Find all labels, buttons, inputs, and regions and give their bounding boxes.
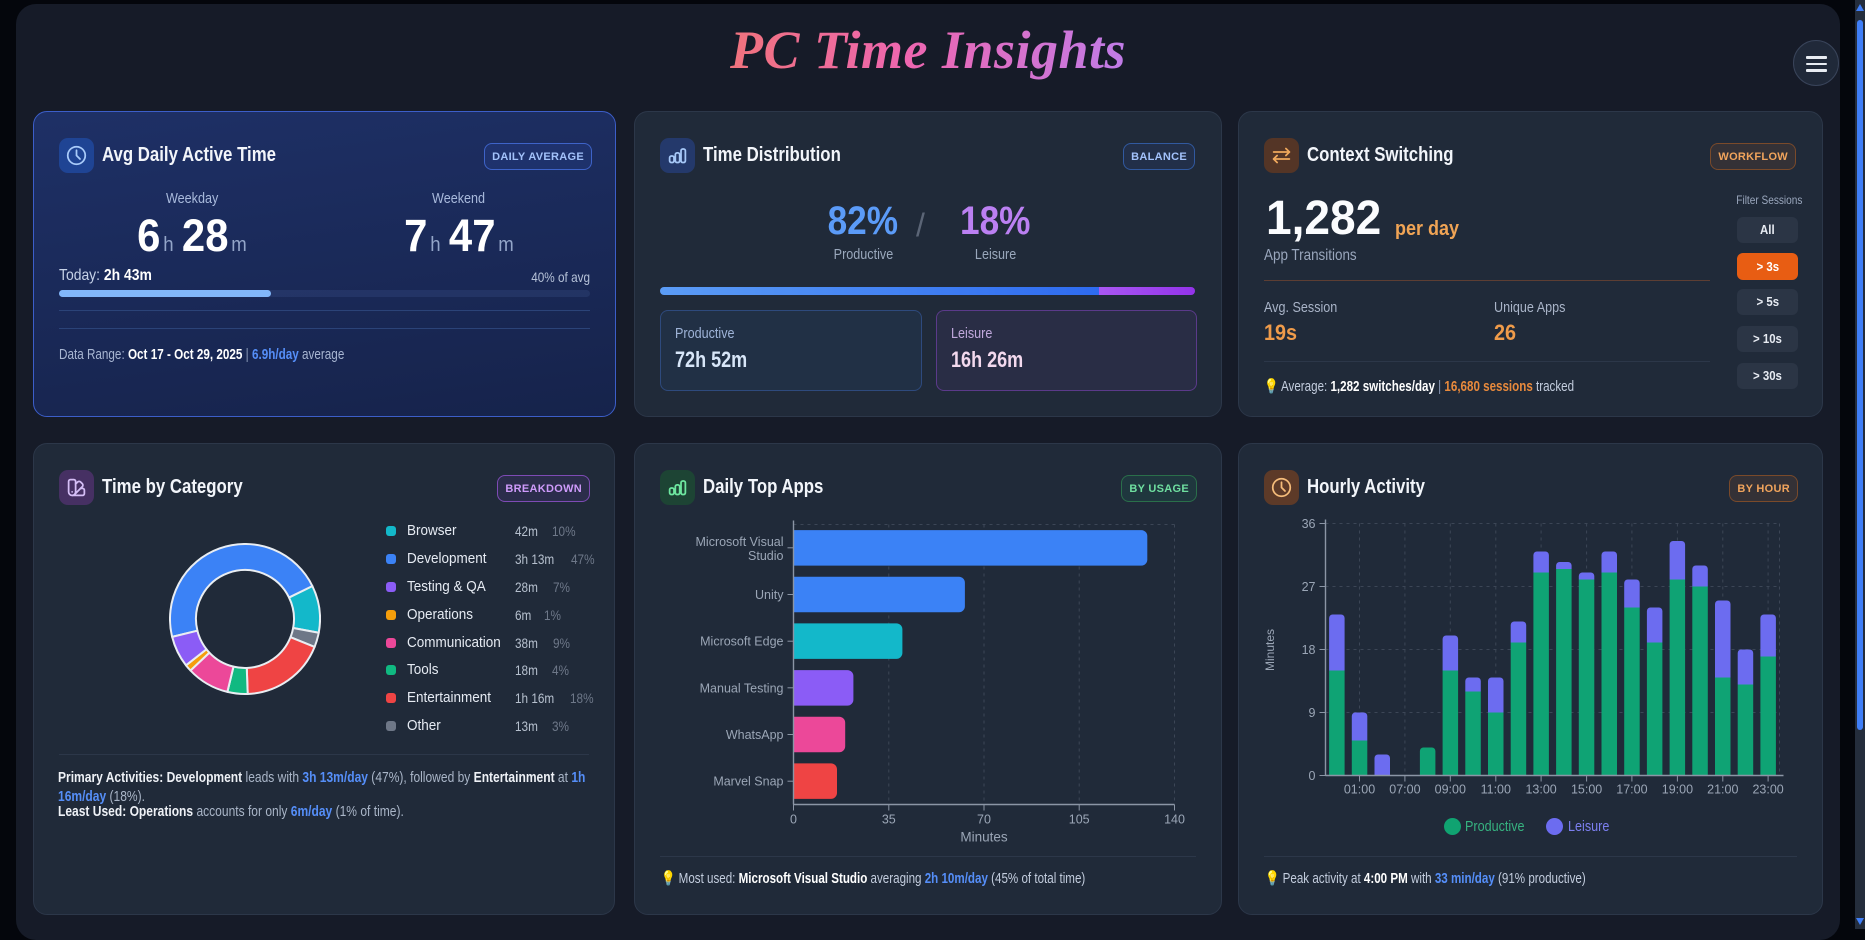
svg-text:Minutes: Minutes <box>1263 629 1277 671</box>
svg-text:36: 36 <box>1302 517 1316 531</box>
svg-text:Microsoft Visual: Microsoft Visual <box>696 535 784 549</box>
svg-text:21:00: 21:00 <box>1707 783 1738 797</box>
svg-text:Microsoft Edge: Microsoft Edge <box>700 635 783 649</box>
svg-text:Studio: Studio <box>748 549 783 563</box>
svg-text:0: 0 <box>1309 769 1316 783</box>
svg-text:140: 140 <box>1164 813 1185 827</box>
svg-text:9: 9 <box>1309 706 1316 720</box>
svg-text:07:00: 07:00 <box>1389 783 1420 797</box>
svg-text:Manual Testing: Manual Testing <box>700 681 784 695</box>
svg-text:Minutes: Minutes <box>960 830 1008 845</box>
svg-text:Marvel Snap: Marvel Snap <box>713 775 783 789</box>
svg-text:23:00: 23:00 <box>1752 783 1783 797</box>
svg-text:17:00: 17:00 <box>1616 783 1647 797</box>
svg-text:70: 70 <box>977 813 991 827</box>
svg-text:WhatsApp: WhatsApp <box>726 728 784 742</box>
svg-text:09:00: 09:00 <box>1435 783 1466 797</box>
svg-text:15:00: 15:00 <box>1571 783 1602 797</box>
svg-text:11:00: 11:00 <box>1481 783 1511 797</box>
svg-text:0: 0 <box>790 813 797 827</box>
svg-text:27: 27 <box>1302 580 1316 594</box>
svg-text:35: 35 <box>882 813 896 827</box>
svg-text:13:00: 13:00 <box>1525 783 1556 797</box>
svg-text:19:00: 19:00 <box>1662 783 1693 797</box>
svg-text:105: 105 <box>1069 813 1090 827</box>
svg-text:Unity: Unity <box>755 588 784 602</box>
svg-text:18: 18 <box>1302 643 1316 657</box>
svg-text:01:00: 01:00 <box>1344 783 1375 797</box>
